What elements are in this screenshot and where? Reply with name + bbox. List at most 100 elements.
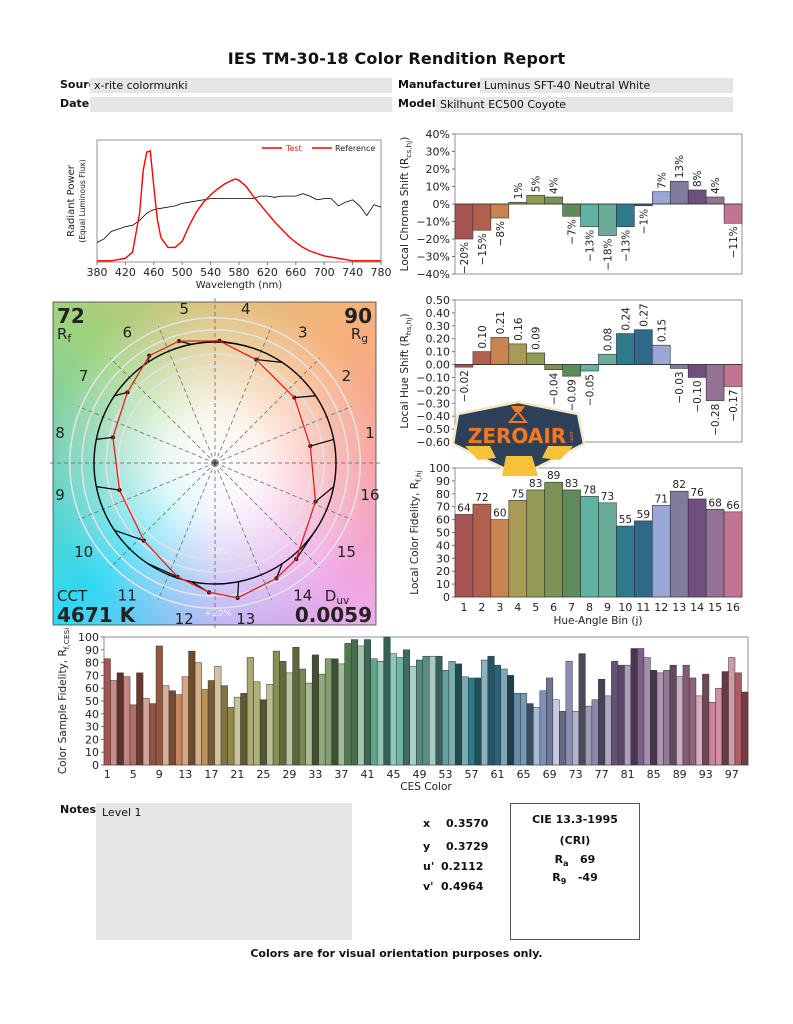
x-tick-label: 5 [532, 601, 539, 614]
ces-bar [272, 650, 280, 766]
x-tick-label: 460 [143, 266, 164, 279]
x-tick-label: 97 [725, 768, 739, 781]
x-axis-label: Wavelength (nm) [196, 280, 282, 291]
y-tick-label: −0.60 [416, 436, 450, 449]
x-tick-label: 8 [586, 601, 593, 614]
y-tick-label: −0.40 [416, 410, 450, 423]
ces-bar [650, 670, 658, 766]
shift-arrow [295, 529, 317, 560]
y-tick-label: 10 [85, 746, 99, 759]
bar-value-label: −18% [602, 238, 614, 270]
bar [544, 364, 563, 371]
bar-value-label: 83 [565, 478, 578, 490]
ces-bar [455, 663, 463, 766]
ces-bar [194, 662, 202, 766]
x-tick-label: 10 [618, 601, 632, 614]
bar [634, 520, 653, 598]
bar [669, 364, 689, 369]
y-tick-label: 70 [85, 669, 99, 682]
x-tick-label: 73 [569, 768, 583, 781]
y-tick-label: 60 [436, 514, 450, 527]
y-tick-label: 20 [85, 733, 99, 746]
bar [705, 364, 725, 401]
bin-boundary-line [214, 358, 320, 464]
bar [652, 344, 671, 365]
bar [472, 503, 492, 598]
y-tick-label: 90 [85, 644, 99, 657]
x-tick-label: 6 [550, 601, 557, 614]
bar-value-label: 64 [457, 502, 471, 514]
bar [598, 502, 617, 598]
ces-bar [240, 693, 248, 766]
ces-bar [643, 657, 651, 766]
bar-value-label: −15% [477, 233, 489, 265]
shift-arrow [114, 391, 128, 397]
y-tick-label: 90 [436, 475, 450, 488]
cct-value: 4671 K [57, 603, 137, 627]
bar-value-label: −0.05 [585, 374, 597, 406]
logo-ray [465, 446, 496, 460]
x-tick-label: 740 [342, 266, 363, 279]
date-field [90, 97, 392, 112]
r9-sub: 9 [560, 877, 567, 887]
x-tick-label: 77 [595, 768, 609, 781]
ces-bar [611, 661, 619, 766]
rg-label: Rg [351, 325, 368, 345]
footer-note: Colors are for visual orientation purpos… [250, 947, 543, 960]
x-tick-label: 13 [672, 601, 686, 614]
zeroair-logo: ZEROAIR .com [451, 400, 586, 478]
legend-test-label: Test [285, 144, 302, 153]
y-tick-label: 70 [436, 501, 450, 514]
grid-ring [69, 316, 361, 609]
bar-value-label: −7% [567, 219, 579, 244]
bin-label: 6 [122, 324, 132, 342]
bar-value-label: 76 [690, 487, 704, 499]
x-tick-label: 41 [360, 768, 374, 781]
bar-value-label: −0.17 [728, 389, 740, 421]
y-tick-label: 80 [436, 488, 450, 501]
cri-r9: R9 -49 [511, 871, 639, 886]
ces-bar [637, 648, 645, 766]
x-tick-label: 3 [496, 601, 503, 614]
ces-bar [389, 653, 397, 766]
ces-bar [149, 703, 157, 766]
x-tick-label: 57 [465, 768, 479, 781]
bin-boundary-line [214, 462, 320, 568]
date-label: Date: [60, 97, 94, 110]
bar [616, 525, 635, 598]
ces-bar [116, 672, 124, 766]
x-tick-label: 21 [230, 768, 244, 781]
ces-bar [259, 699, 267, 766]
v-value: 0.4964 [441, 880, 484, 893]
y-tick-label: 100 [78, 631, 99, 644]
source-field: x-rite colormunki [90, 78, 392, 93]
bar-value-label: 0.27 [638, 303, 650, 326]
ces-bar [734, 672, 742, 766]
ces-bar [402, 649, 410, 766]
ces-bar [201, 689, 209, 766]
bar [544, 196, 563, 205]
r9-value: -49 [577, 871, 598, 885]
y-tick-label: 60 [85, 682, 99, 695]
x-axis-label: CES Color [400, 781, 452, 793]
cct-label: CCT [57, 587, 88, 605]
ces-bar [181, 676, 189, 766]
ces-bar [363, 639, 371, 766]
bar-value-label: 5% [531, 176, 543, 193]
y-tick-label: 20 [436, 565, 450, 578]
y-tick-label: 40 [85, 708, 99, 721]
bar-value-label: 8% [692, 170, 704, 187]
ces-bar [708, 702, 716, 766]
bar [723, 364, 743, 387]
bar-value-label: 73 [601, 491, 614, 503]
y-tick-label: 0.10 [426, 346, 451, 359]
x-tick-label: 61 [491, 768, 505, 781]
ces-bar [214, 666, 222, 766]
ces-bar [279, 661, 287, 766]
x-tick-label: 33 [308, 768, 322, 781]
bin-label: 15 [337, 543, 356, 561]
bar-value-label: −20% [459, 242, 471, 274]
ces-bar [565, 661, 573, 766]
duv-label: Duv [325, 587, 349, 607]
